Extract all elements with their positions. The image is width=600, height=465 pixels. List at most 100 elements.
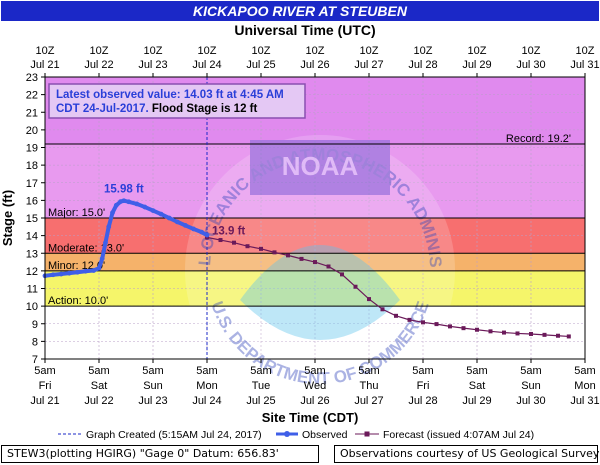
top-tick-label: 10Z: [36, 45, 55, 57]
observed-point: [191, 226, 196, 232]
observed-point: [183, 223, 188, 228]
info-box-frame: [48, 83, 306, 119]
top-tick-date: Jul 22: [84, 59, 113, 71]
bottom-tick-day: Mon: [574, 380, 595, 392]
bottom-tick-date: Jul 27: [354, 395, 383, 407]
top-tick-date: Jul 28: [408, 59, 437, 71]
top-tick-date: Jul 29: [462, 59, 491, 71]
observed-point: [106, 224, 112, 230]
forecast-point: [434, 322, 439, 327]
forecast-point: [566, 334, 571, 339]
bottom-tick-day: Tue: [252, 380, 271, 392]
y-tick-label: 19: [26, 143, 38, 155]
top-tick-label: 10Z: [252, 45, 271, 57]
top-tick-date: Jul 24: [192, 59, 221, 71]
y-tick-label: 14: [26, 231, 38, 243]
legend-graph-created-label: Graph Created (5:15AM Jul 24, 2017): [86, 429, 262, 441]
hydrograph-chart: KICKAPOO RIVER AT STEUBEN Universal Time…: [0, 0, 600, 441]
annotations: 15.98 ft 13.9 ft: [104, 184, 245, 238]
forecast-line: [206, 236, 569, 338]
observed-point: [83, 268, 88, 274]
chart-title: KICKAPOO RIVER AT STEUBEN: [193, 3, 408, 19]
info-box-line2: CDT 24-Jul-2017. Flood Stage is 12 ft: [56, 103, 257, 115]
bottom-tick-day: Mon: [196, 380, 217, 392]
observed-point: [142, 204, 148, 210]
top-tick-date: Jul 21: [30, 59, 59, 71]
threshold-label: Major: 15.0': [48, 207, 105, 219]
forecast-start-label: 13.9 ft: [212, 225, 245, 237]
flood-thresholds: Record: 19.2' Major: 15.0' Moderate: 13.0'…: [45, 133, 585, 307]
y-tick-label: 13: [26, 248, 38, 260]
observed-point: [113, 202, 119, 208]
footer-datum-info: STEW3(plotting HGIRG) "Gage 0" Datum: 65…: [1, 445, 319, 463]
info-box: Latest observed value: 14.03 ft at 4:45 …: [48, 83, 306, 119]
y-tick-label: 15: [26, 213, 38, 225]
y-tick-label: 12: [26, 266, 38, 278]
bottom-tick-date: Jul 28: [408, 395, 437, 407]
top-tick-label: 10Z: [468, 45, 487, 57]
forecast-point: [529, 331, 533, 336]
y-tick-label: 20: [26, 125, 38, 137]
bottom-tick-date: Jul 31: [570, 395, 599, 407]
bottom-tick-date: Jul 23: [138, 395, 167, 407]
y-tick-label: 8: [32, 336, 38, 348]
bottom-tick-day: Sat: [91, 380, 108, 392]
bottom-tick-day: Wed: [304, 380, 326, 392]
legend-forecast-marker: [364, 431, 370, 437]
forecast-point: [340, 272, 344, 277]
top-tick-label: 10Z: [576, 45, 595, 57]
bottom-tick-day: Fri: [417, 380, 430, 392]
forecast-point: [286, 253, 290, 258]
y-tick-label: 23: [26, 72, 38, 84]
observed-point: [96, 265, 102, 271]
forecast-point: [367, 297, 371, 302]
bottom-tick-time: 5am: [520, 365, 541, 377]
observed-point: [66, 270, 72, 276]
y-tick-label: 10: [26, 301, 38, 313]
top-axis-title: Universal Time (UTC): [234, 22, 375, 38]
observed-point: [204, 232, 210, 238]
observed-point: [50, 272, 56, 278]
top-tick-label: 10Z: [144, 45, 163, 57]
bottom-tick-date: Jul 21: [30, 395, 59, 407]
y-axis-label: Stage (ft): [0, 190, 15, 246]
bottom-tick-time: 5am: [250, 365, 271, 377]
bottom-tick-time: 5am: [34, 365, 55, 377]
observed-point: [121, 198, 127, 204]
watermark-center-text: NOAA: [282, 151, 359, 181]
top-tick-date: Jul 30: [516, 59, 545, 71]
forecast-point: [407, 317, 412, 322]
bottom-tick-time: 5am: [304, 365, 325, 377]
observed-point: [91, 268, 96, 273]
y-tick-label: 9: [32, 319, 38, 331]
forecast-point: [502, 330, 506, 335]
forecast-point: [394, 313, 398, 318]
x-axis-label: Site Time (CDT): [262, 410, 359, 425]
observed-point: [58, 271, 64, 277]
forecast-point: [475, 327, 479, 332]
forecast-point: [556, 333, 560, 338]
observed-point: [158, 211, 164, 217]
forecast-point: [218, 238, 223, 243]
forecast-point: [232, 240, 236, 245]
bottom-tick-time: 5am: [412, 365, 433, 377]
forecast-point: [313, 260, 317, 265]
top-tick-date: Jul 25: [246, 59, 275, 71]
observed-point: [126, 199, 132, 205]
bottom-tick-day: Fri: [39, 380, 52, 392]
top-tick-label: 10Z: [198, 45, 217, 57]
observed-point: [150, 208, 156, 213]
observed-point: [103, 240, 108, 246]
y-tick-label: 7: [32, 354, 38, 366]
forecast-point: [448, 324, 452, 329]
bottom-tick-day: Sun: [143, 380, 163, 392]
top-tick-date: Jul 26: [300, 59, 329, 71]
legend-forecast-label: Forecast (issued 4:07AM Jul 24): [383, 429, 534, 441]
y-tick-label: 16: [26, 195, 38, 207]
bottom-tick-date: Jul 25: [246, 395, 275, 407]
forecast-point: [515, 331, 520, 336]
bottom-tick-day: Thu: [360, 380, 379, 392]
footer-credit: Observations courtesy of US Geological S…: [334, 445, 599, 463]
info-box-line2-date: CDT 24-Jul-2017.: [56, 103, 149, 115]
forecast-point: [299, 256, 304, 261]
